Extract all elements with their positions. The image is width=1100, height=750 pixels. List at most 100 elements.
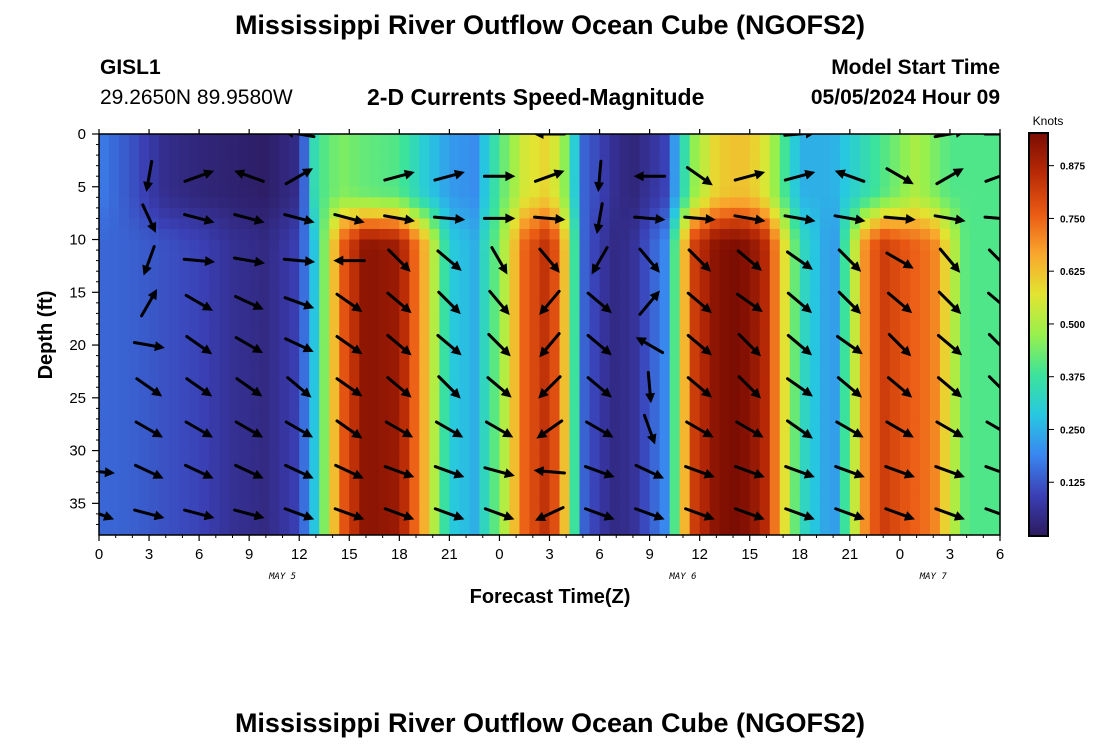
heatmap-cell xyxy=(559,418,571,431)
heatmap-cell xyxy=(189,281,200,293)
heatmap-cell xyxy=(679,218,691,230)
heatmap-cell xyxy=(379,471,390,483)
heatmap-cell xyxy=(989,207,1000,220)
current-arrow xyxy=(483,507,515,521)
heatmap-cell xyxy=(539,313,551,325)
heatmap-cell xyxy=(589,176,601,188)
heatmap-cell xyxy=(159,366,170,378)
heatmap-cell xyxy=(259,334,270,346)
heatmap-cell xyxy=(409,524,420,535)
heatmap-cell xyxy=(809,366,821,378)
heatmap-cell xyxy=(949,207,961,220)
heatmap-cell xyxy=(159,387,170,399)
heatmap-cell xyxy=(519,440,531,452)
heatmap-cell xyxy=(719,260,731,272)
heatmap-cell xyxy=(459,313,471,325)
heatmap-cell xyxy=(589,387,601,399)
heatmap-cell xyxy=(569,376,581,388)
heatmap-cell xyxy=(99,418,110,431)
heatmap-cell xyxy=(519,429,531,441)
heatmap-cell xyxy=(619,323,631,336)
heatmap-cell xyxy=(489,281,501,293)
heatmap-cell xyxy=(969,408,981,420)
heatmap-cell xyxy=(879,134,891,146)
heatmap-cell xyxy=(469,239,481,251)
heatmap-cell xyxy=(939,155,951,167)
heatmap-cell xyxy=(169,323,180,336)
heatmap-cell xyxy=(169,313,180,325)
heatmap-cell xyxy=(359,218,370,230)
heatmap-cell xyxy=(909,524,921,535)
heatmap-cell xyxy=(929,260,941,272)
heatmap-cell xyxy=(769,440,781,452)
heatmap-cell xyxy=(339,355,350,367)
heatmap-cell xyxy=(709,176,721,188)
heatmap-cell xyxy=(129,524,140,535)
heatmap-cell xyxy=(949,366,961,378)
heatmap-cell xyxy=(879,492,891,504)
current-arrow xyxy=(335,334,363,355)
heatmap-cell xyxy=(549,524,561,535)
heatmap-cell xyxy=(609,218,621,230)
heatmap-cell xyxy=(419,292,430,304)
heatmap-cell xyxy=(559,376,571,388)
heatmap-cell xyxy=(689,186,701,198)
heatmap-cell xyxy=(99,503,110,515)
heatmap-cell xyxy=(789,260,801,272)
heatmap-cell xyxy=(809,418,821,431)
heatmap-cell xyxy=(679,323,691,336)
heatmap-cell xyxy=(429,524,440,535)
heatmap-cell xyxy=(659,471,671,483)
heatmap-cell xyxy=(239,355,250,367)
heatmap-cell xyxy=(929,176,941,188)
heatmap-cell xyxy=(959,376,971,388)
heatmap-cell xyxy=(839,408,851,420)
heatmap-cell xyxy=(519,323,531,336)
heatmap-cell xyxy=(859,471,871,483)
heatmap-cell xyxy=(239,281,250,293)
heatmap-cell xyxy=(549,176,561,188)
heatmap-cell xyxy=(339,323,350,336)
heatmap-cell xyxy=(119,271,130,283)
heatmap-cell xyxy=(929,323,941,336)
current-arrow xyxy=(887,332,912,357)
heatmap-cell xyxy=(949,524,961,535)
heatmap-cell xyxy=(989,387,1000,399)
heatmap-cell xyxy=(969,355,981,367)
heatmap-cell xyxy=(599,260,611,272)
current-arrow xyxy=(539,289,561,316)
heatmap-cell xyxy=(899,313,911,325)
heatmap-cell xyxy=(209,461,220,473)
heatmap-cell xyxy=(609,176,621,188)
heatmap-cell xyxy=(139,271,150,283)
current-arrow xyxy=(936,333,963,356)
heatmap-cell xyxy=(119,144,130,156)
heatmap-cell xyxy=(139,450,150,462)
heatmap-cell xyxy=(359,271,370,283)
heatmap-cell xyxy=(509,387,521,399)
heatmap-cell xyxy=(919,397,931,409)
heatmap-cell xyxy=(449,218,460,230)
heatmap-cell xyxy=(729,408,741,420)
heatmap-cell xyxy=(739,165,751,177)
heatmap-cell xyxy=(819,197,831,209)
heatmap-cell xyxy=(969,503,981,515)
heatmap-cell xyxy=(909,513,921,526)
heatmap-cell xyxy=(749,197,761,209)
heatmap-cell xyxy=(909,450,921,462)
heatmap-cell xyxy=(739,144,751,156)
heatmap-cell xyxy=(489,260,501,272)
heatmap-cell xyxy=(229,144,240,156)
heatmap-cell xyxy=(659,387,671,399)
colorbar-tick-label: 0.625 xyxy=(1060,267,1085,278)
heatmap-cell xyxy=(209,165,220,177)
heatmap-cell xyxy=(109,429,120,441)
heatmap-cell xyxy=(399,461,410,473)
heatmap-cell xyxy=(949,408,961,420)
heatmap-cell xyxy=(339,228,350,241)
heatmap-cell xyxy=(569,387,581,399)
heatmap-cell xyxy=(169,292,180,304)
heatmap-cell xyxy=(669,461,681,473)
heatmap-cell xyxy=(259,397,270,409)
heatmap-cell xyxy=(359,366,370,378)
